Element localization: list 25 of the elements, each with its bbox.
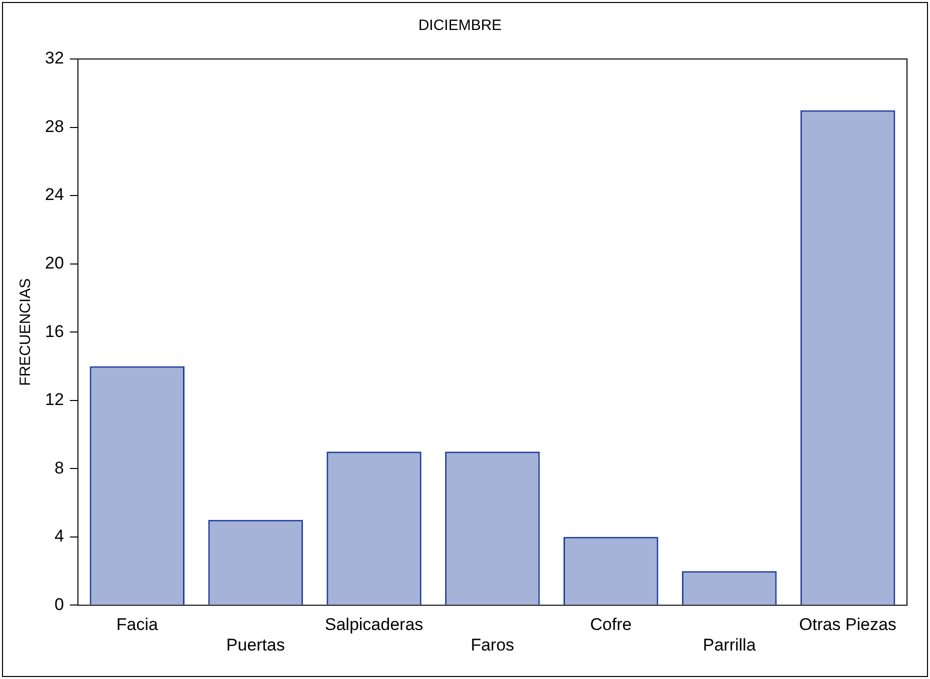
y-tick-label: 4	[54, 526, 64, 546]
y-tick-label: 28	[44, 116, 64, 136]
x-tick-label: Faros	[470, 635, 514, 654]
bar	[445, 452, 540, 605]
bar	[208, 520, 303, 605]
y-axis-title: FRECUENCIAS	[17, 278, 34, 386]
bar	[682, 571, 777, 605]
y-tick-label: 24	[44, 185, 64, 204]
x-tick-label: Parrilla	[702, 635, 756, 654]
bar	[90, 366, 185, 605]
y-tick-label: 20	[44, 254, 64, 273]
chart-title: DICIEMBRE	[418, 17, 502, 34]
x-tick-label: Salpicaderas	[324, 615, 424, 634]
y-tick-label: 32	[44, 48, 64, 68]
y-tick-label: 16	[44, 322, 64, 341]
bar	[800, 110, 896, 605]
y-tick-label: 12	[44, 390, 64, 410]
x-tick-label: Otras Piezas	[799, 615, 896, 634]
bar	[326, 452, 422, 605]
y-tick-label: 8	[54, 458, 64, 478]
x-tick-label: Facia	[116, 615, 158, 634]
bar	[564, 536, 658, 605]
x-tick-label: Cofre	[590, 615, 632, 634]
x-tick-label: Puertas	[226, 635, 285, 654]
y-tick-label: 0	[54, 594, 64, 614]
